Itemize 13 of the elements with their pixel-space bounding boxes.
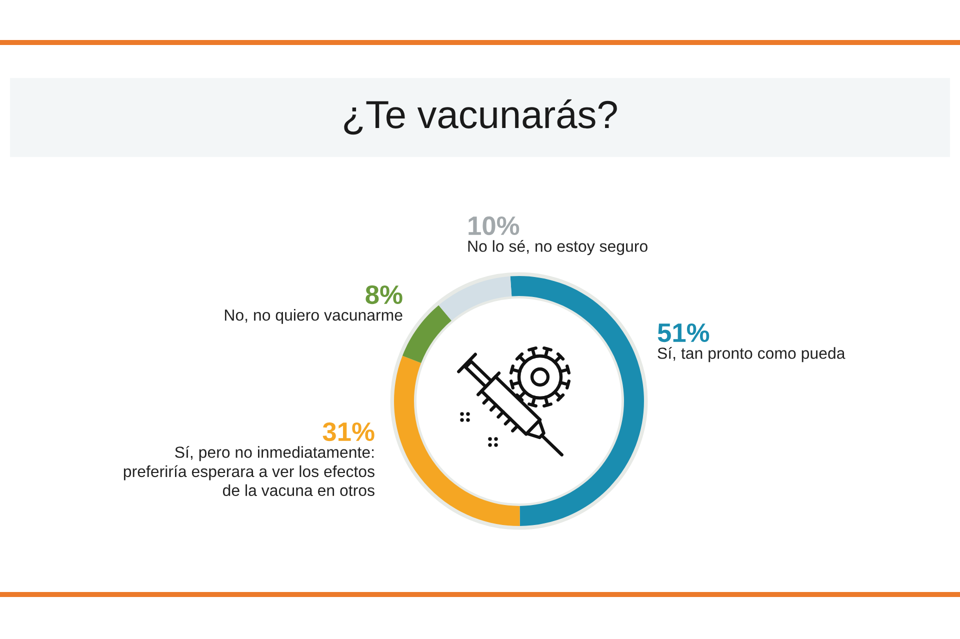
donut-slice [394, 356, 520, 526]
data-label: 10% [468, 216, 520, 236]
donut-slice [510, 276, 644, 526]
slice-label: No, no quiero vacunarme [224, 309, 402, 324]
data-label: 31% [322, 422, 374, 442]
slice-label: Sí, tan pronto como pueda [658, 347, 846, 362]
data-label: 8% [366, 285, 402, 304]
slice-label: Sí, pero no inmediatamente: preferiría esperara a ver los efectos de la vacuna en otros [124, 446, 374, 496]
data-label: 51% [658, 323, 710, 342]
chart-title: ¿Te vacunarás? [344, 99, 617, 135]
donut-slice [438, 276, 512, 321]
donut-slice [402, 305, 452, 364]
slice-label: No lo sé, no estoy seguro [468, 240, 648, 256]
